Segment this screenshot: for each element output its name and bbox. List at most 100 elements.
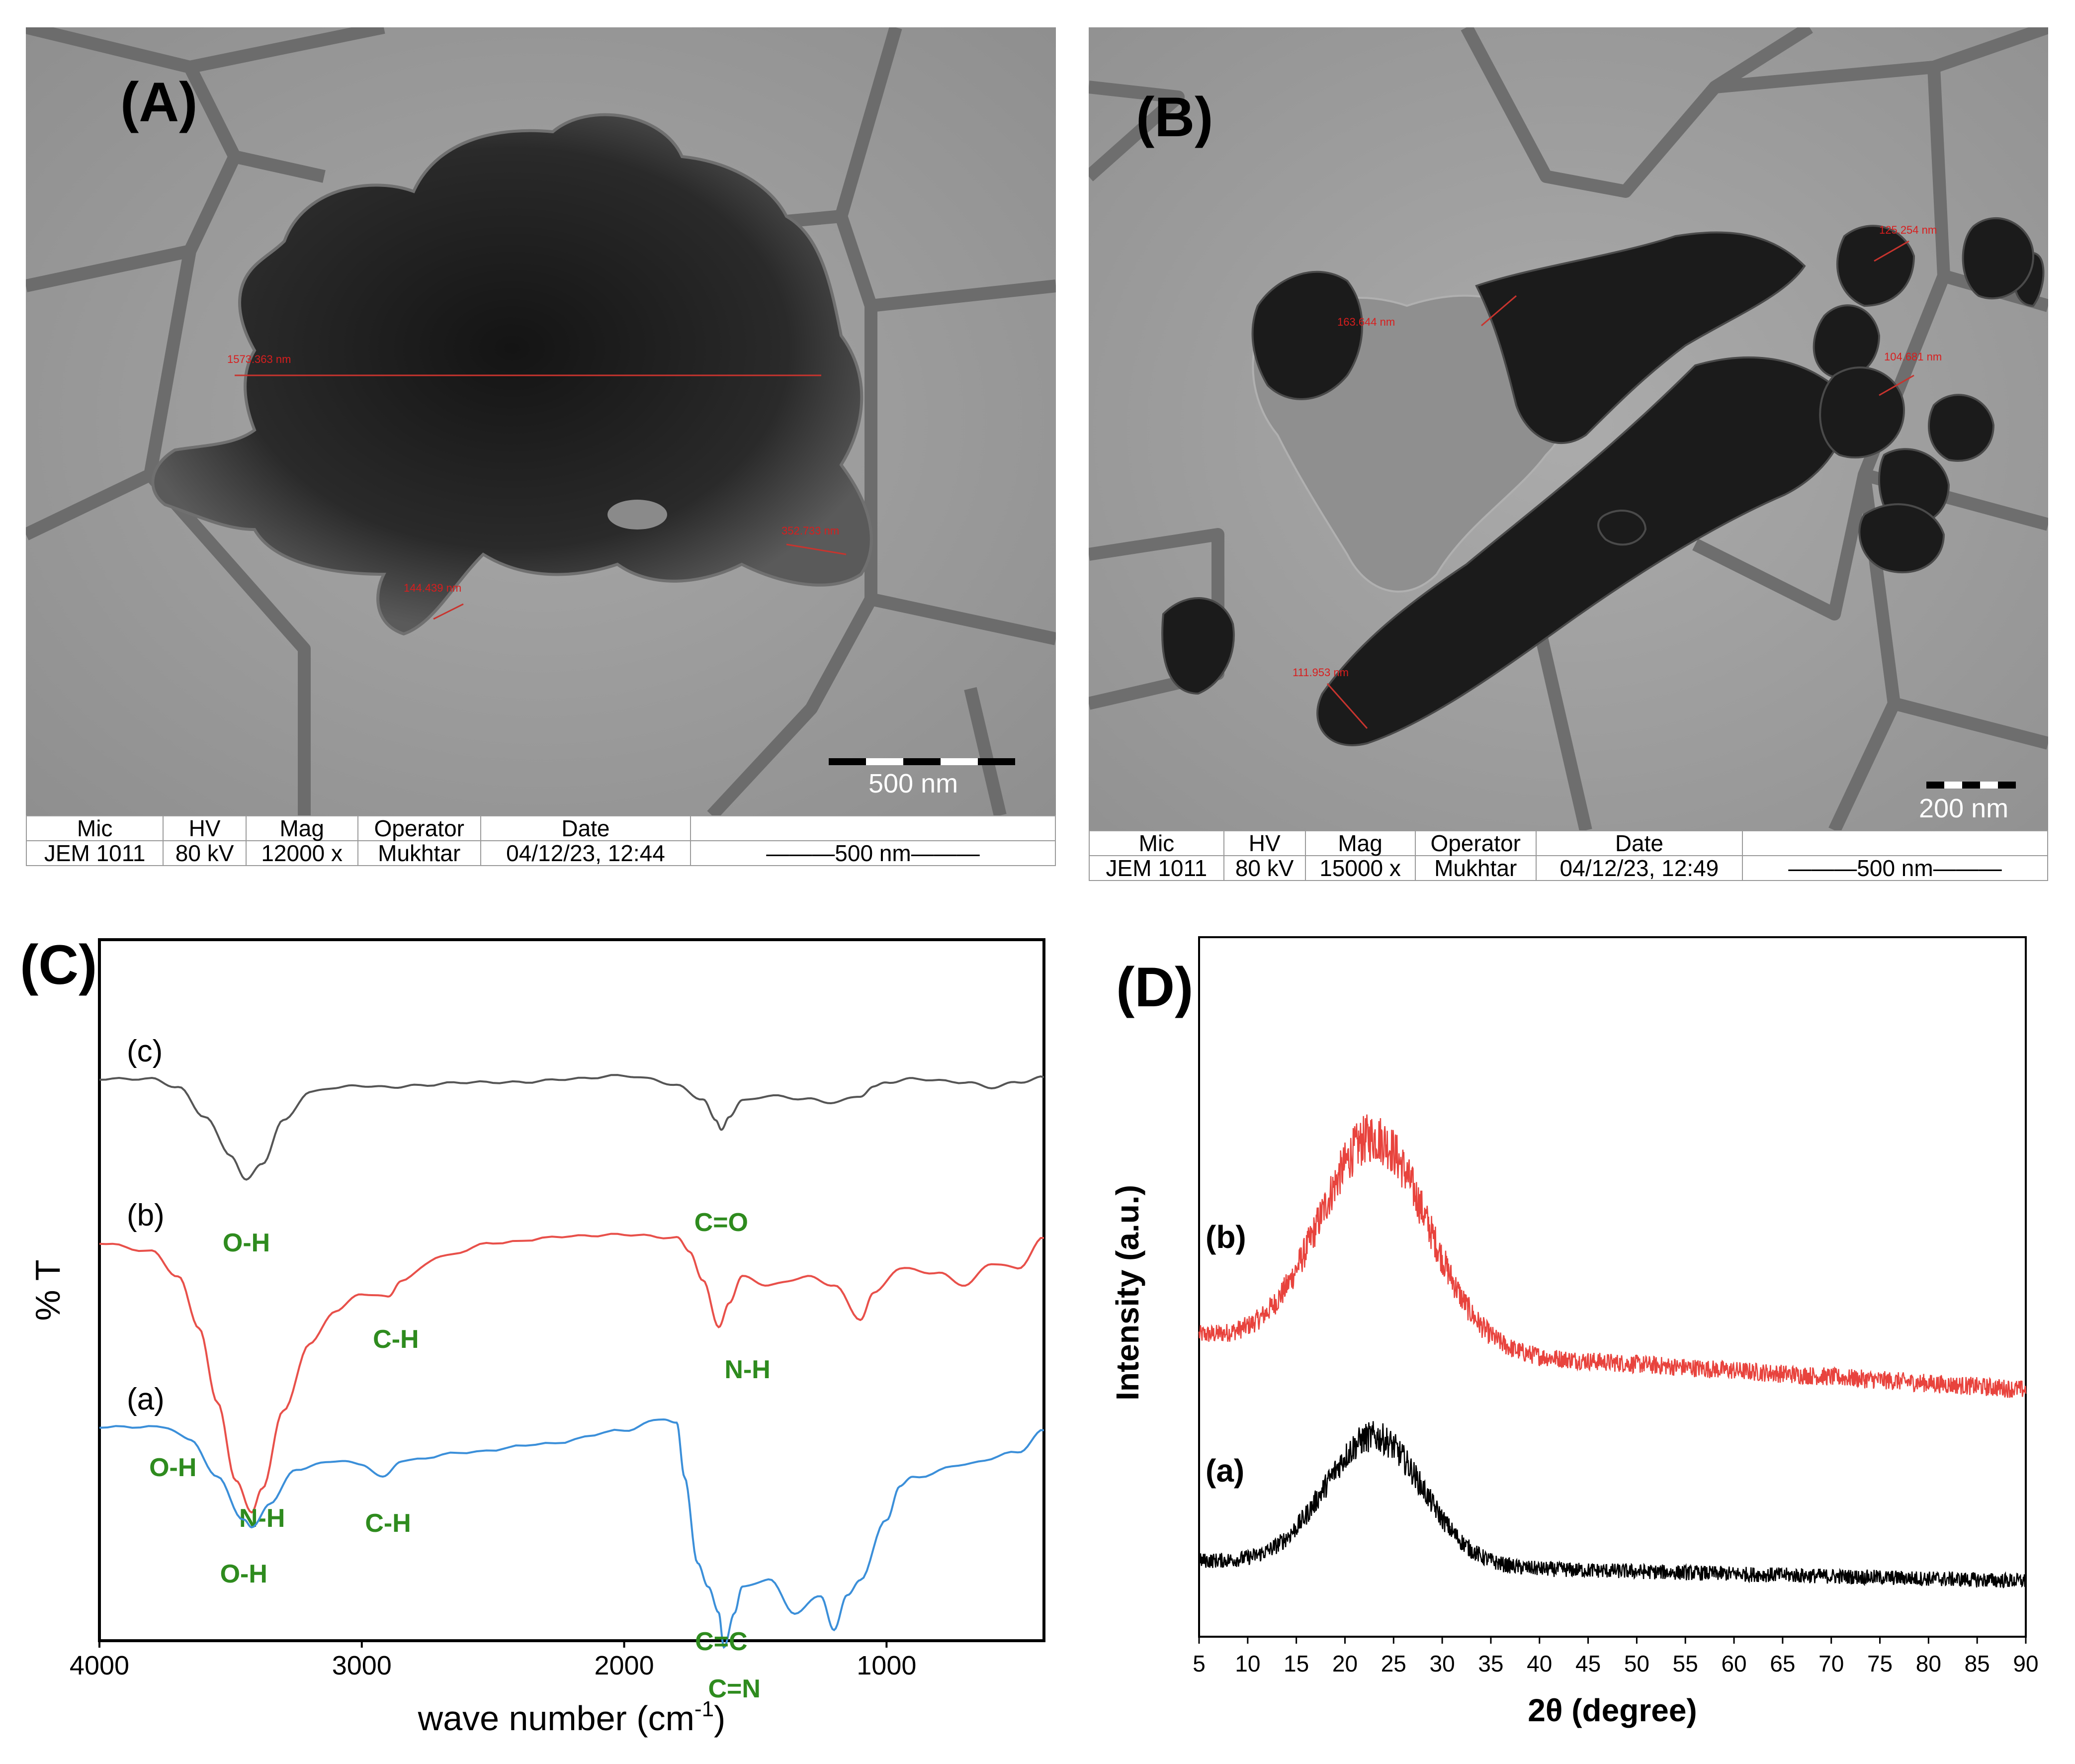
info-value: Mukhtar xyxy=(1414,855,1537,881)
series-label: (a) xyxy=(127,1382,165,1416)
info-value: Mukhtar xyxy=(357,840,481,866)
info-header: Mic xyxy=(25,815,164,841)
series-label: (b) xyxy=(127,1198,165,1233)
scale-bar-label-a: 500 nm xyxy=(868,769,958,798)
x-axis-label-main: wave number (cm xyxy=(418,1699,694,1738)
info-header: Mic xyxy=(1089,830,1224,856)
band-label: C-H xyxy=(365,1509,411,1538)
info-header: Operator xyxy=(1414,830,1537,856)
x-tick-label: 25 xyxy=(1381,1651,1406,1676)
crystallites-b xyxy=(1161,217,2045,746)
tem-micrograph-a xyxy=(26,27,1056,815)
series-label: (b) xyxy=(1206,1219,1246,1255)
x-tick-label: 80 xyxy=(1916,1651,1941,1676)
series-line xyxy=(1198,1114,2027,1398)
x-tick-label: 1000 xyxy=(857,1651,916,1680)
x-axis-label-sup: -1 xyxy=(694,1697,714,1721)
panel-label-b: (B) xyxy=(1136,86,1213,148)
x-tick-label: 75 xyxy=(1867,1651,1893,1676)
measurement-label: 125.254 nm xyxy=(1879,224,1937,236)
panel-label-a: (A) xyxy=(120,71,198,133)
series-label: (a) xyxy=(1206,1453,1244,1489)
band-label: C=C xyxy=(695,1627,747,1656)
y-axis-label: Intensity (a.u.) xyxy=(1110,1185,1145,1401)
info-scale: ———500 nm——— xyxy=(690,840,1056,866)
scale-bar-label-b: 200 nm xyxy=(1919,794,2009,823)
info-value: 80 kV xyxy=(1223,855,1306,881)
x-axis-label: wave number (cm-1) xyxy=(418,1697,726,1738)
series-label: (c) xyxy=(127,1034,163,1068)
tem-micrograph-b xyxy=(1089,27,2048,830)
x-tick-label: 85 xyxy=(1965,1651,1990,1676)
band-label: C=N xyxy=(708,1675,760,1703)
info-header: Date xyxy=(480,815,692,841)
info-value: 15000 x xyxy=(1304,855,1416,881)
series-line xyxy=(99,1418,1044,1649)
band-label: C-H xyxy=(373,1325,419,1354)
tem-image-a: 1573.363 nm 352.733 nm 144.439 nm 500 nm… xyxy=(26,27,1056,815)
x-tick-label: 70 xyxy=(1818,1651,1844,1676)
info-header: HV xyxy=(1223,830,1306,856)
x-tick-label: 10 xyxy=(1235,1651,1260,1676)
info-value: 12000 x xyxy=(245,840,358,866)
band-label: O-H xyxy=(220,1560,267,1588)
x-tick-label: 50 xyxy=(1624,1651,1649,1676)
info-header: HV xyxy=(163,815,247,841)
x-tick-label: 20 xyxy=(1332,1651,1358,1676)
band-label: C=O xyxy=(694,1208,748,1237)
x-axis-label-end: ) xyxy=(714,1699,725,1738)
x-tick-label: 4000 xyxy=(70,1651,129,1680)
band-label: O-H xyxy=(223,1229,270,1257)
x-tick-label: 3000 xyxy=(332,1651,392,1680)
info-header: Mag xyxy=(245,815,358,841)
measurement-label: 1573.363 nm xyxy=(227,353,291,365)
x-tick-label: 45 xyxy=(1575,1651,1601,1676)
measurement-label: 111.953 nm xyxy=(1293,666,1349,679)
series-line xyxy=(99,1233,1044,1514)
band-label: N-H xyxy=(724,1355,770,1384)
y-axis-label: % T xyxy=(28,1259,67,1321)
x-tick-label: 35 xyxy=(1478,1651,1503,1676)
x-tick-label: 30 xyxy=(1430,1651,1455,1676)
x-tick-label: 90 xyxy=(2013,1651,2038,1676)
x-axis-label: 2θ (degree) xyxy=(1528,1692,1697,1728)
panel-label-d: (D) xyxy=(1116,956,1194,1018)
x-tick-label: 2000 xyxy=(594,1651,654,1680)
info-scale: ———500 nm——— xyxy=(1742,855,2048,881)
info-value: JEM 1011 xyxy=(25,840,164,866)
measurement-label: 104.681 nm xyxy=(1884,351,1942,363)
band-label: O-H xyxy=(149,1453,196,1482)
x-tick-label: 15 xyxy=(1284,1651,1309,1676)
x-tick-label: 65 xyxy=(1770,1651,1795,1676)
info-header: Mag xyxy=(1304,830,1416,856)
info-value: 80 kV xyxy=(163,840,247,866)
scale-bar-a xyxy=(829,758,1015,765)
ftir-chart: 4000 3000 2000 1000 wave number (cm-1) % T (c)… xyxy=(28,938,1045,1738)
series-line xyxy=(1198,1421,2027,1589)
tem-image-b: 163.644 nm 125.254 nm 104.681 nm 111.953… xyxy=(1089,27,2048,830)
carbon-grid-b xyxy=(1089,27,2048,830)
info-header: Date xyxy=(1535,830,1743,856)
band-label: N-H xyxy=(239,1504,285,1533)
measurement-label: 352.733 nm xyxy=(781,525,840,537)
info-value: JEM 1011 xyxy=(1089,855,1224,881)
plot-frame xyxy=(1198,936,2027,1638)
scale-bar-b xyxy=(1926,782,2016,789)
carbon-grid-a xyxy=(26,27,1056,815)
measurement-label: 163.644 nm xyxy=(1337,316,1395,328)
aggregate-particle-a xyxy=(151,113,873,636)
xrd-chart: 5 10 15 20 25 30 35 40 45 50 55 60 65 70 75 80 85 90 2θ (d… xyxy=(1110,936,2039,1728)
info-spacer xyxy=(690,815,1056,841)
info-header: Operator xyxy=(357,815,481,841)
plot-frame xyxy=(98,938,1045,1642)
measurement-label: 144.439 nm xyxy=(404,582,462,594)
tem-info-table-a: Mic HV Mag Operator Date JEM 1011 80 kV … xyxy=(25,815,1056,866)
x-tick-label: 55 xyxy=(1673,1651,1698,1676)
info-value: 04/12/23, 12:49 xyxy=(1535,855,1743,881)
x-tick-label: 5 xyxy=(1193,1651,1206,1676)
x-tick-label: 60 xyxy=(1721,1651,1746,1676)
tem-info-table-b: Mic HV Mag Operator Date JEM 1011 80 kV … xyxy=(1089,830,2048,881)
panel-label-c: (C) xyxy=(20,934,97,996)
series-line xyxy=(99,1074,1044,1181)
info-spacer xyxy=(1742,830,2048,856)
